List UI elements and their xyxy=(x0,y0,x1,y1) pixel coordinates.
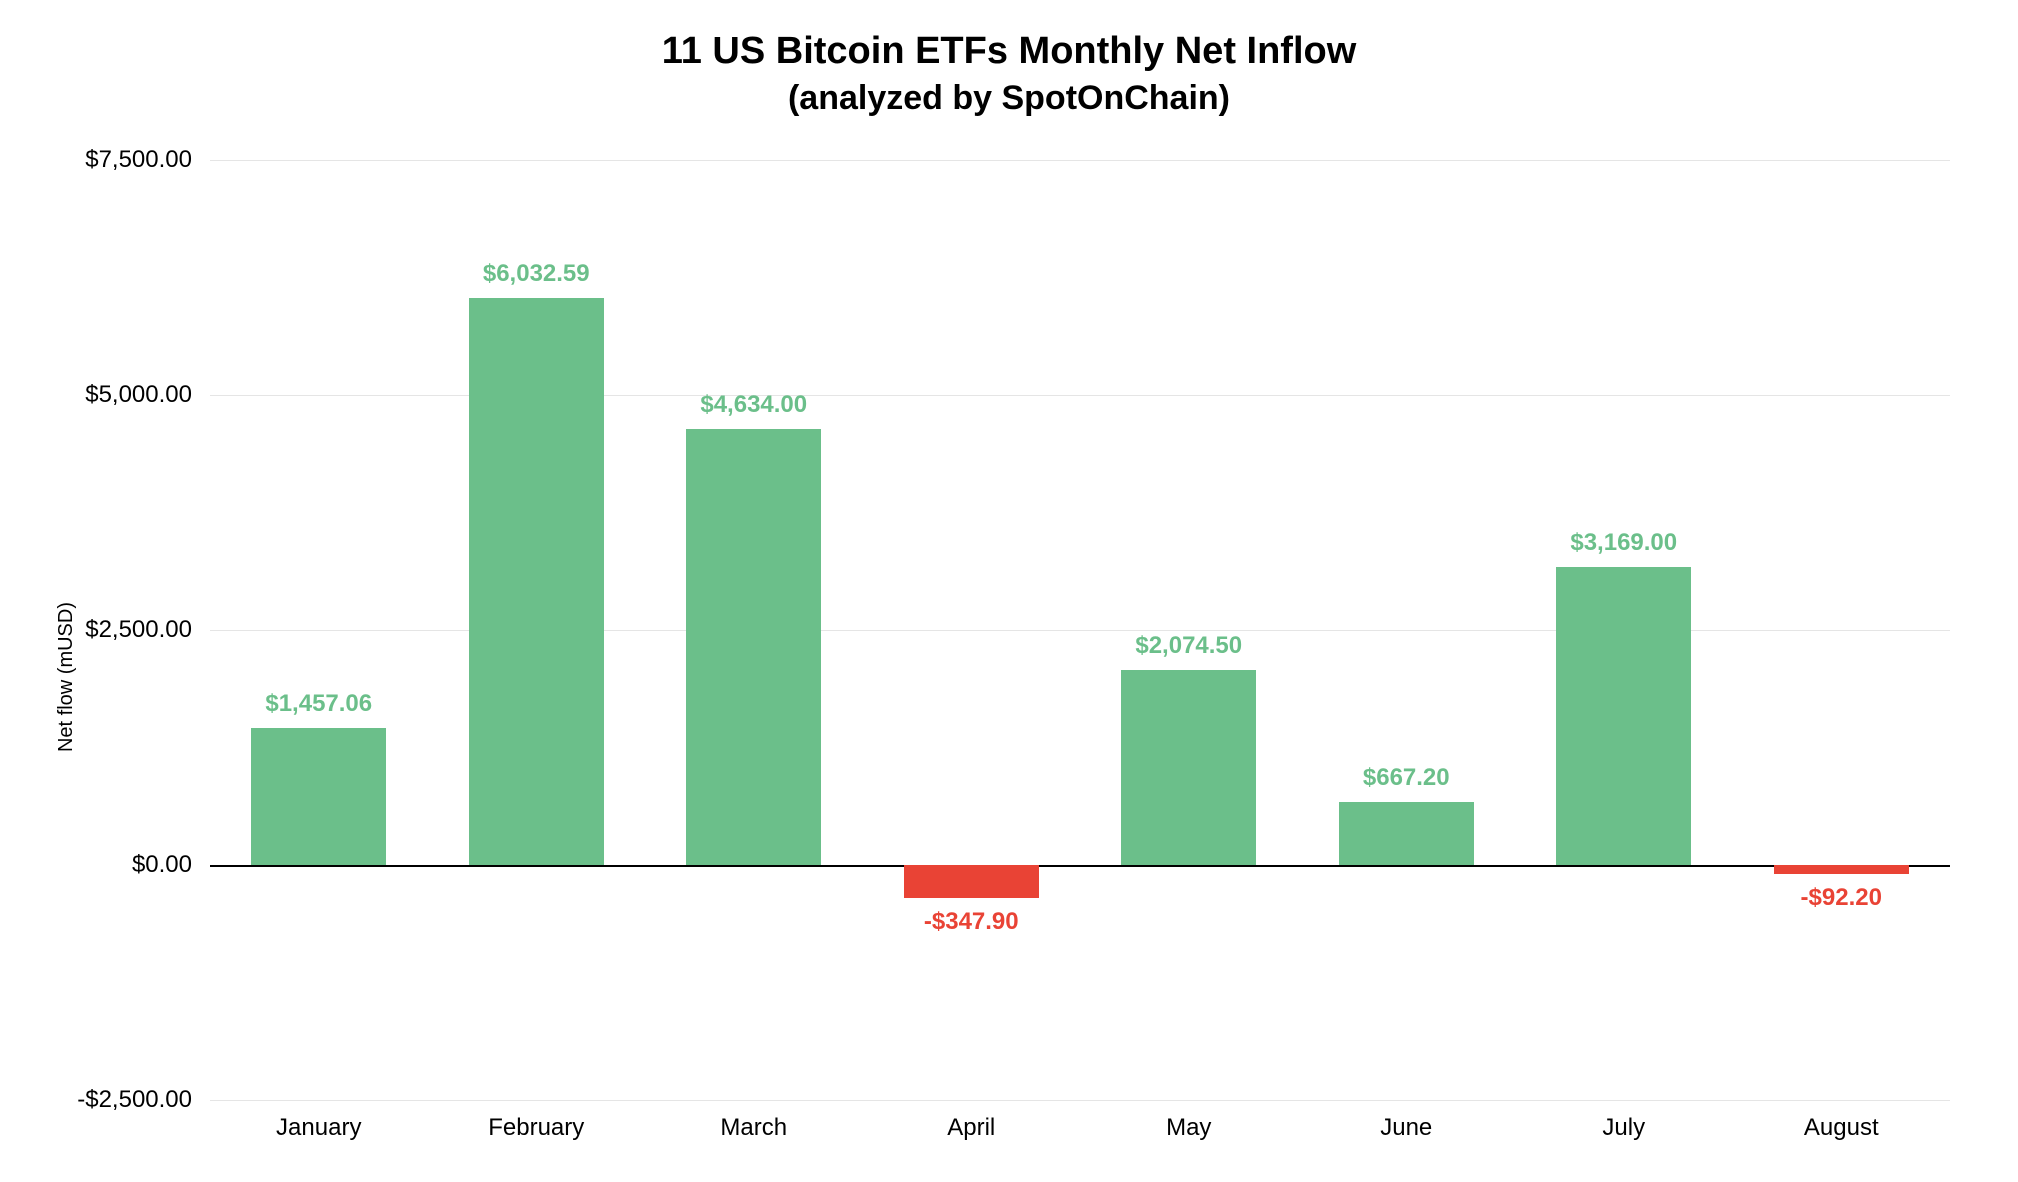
x-tick-label: May xyxy=(1166,1114,1211,1142)
chart-container: 11 US Bitcoin ETFs Monthly Net Inflow (a… xyxy=(0,0,2018,1182)
y-tick-label: $5,000.00 xyxy=(85,381,192,409)
data-label: $4,634.00 xyxy=(700,391,807,419)
x-tick-label: April xyxy=(947,1114,995,1142)
x-tick-label: March xyxy=(720,1114,787,1142)
bar xyxy=(1121,670,1256,865)
data-label: $6,032.59 xyxy=(483,260,590,288)
x-tick-label: January xyxy=(276,1114,361,1142)
bar xyxy=(1339,802,1474,865)
gridline xyxy=(210,160,1950,161)
x-tick-label: July xyxy=(1602,1114,1645,1142)
y-axis-title: Net flow (mUSD) xyxy=(55,602,78,752)
data-label: -$92.20 xyxy=(1801,884,1882,912)
y-tick-label: $0.00 xyxy=(132,851,192,879)
y-tick-label: $2,500.00 xyxy=(85,616,192,644)
x-tick-label: February xyxy=(488,1114,584,1142)
x-tick-label: June xyxy=(1380,1114,1432,1142)
chart-title: 11 US Bitcoin ETFs Monthly Net Inflow xyxy=(0,30,2018,73)
data-label: $3,169.00 xyxy=(1570,529,1677,557)
gridline xyxy=(210,1100,1950,1101)
plot-area: -$2,500.00$0.00$2,500.00$5,000.00$7,500.… xyxy=(210,160,1950,1100)
data-label: -$347.90 xyxy=(924,908,1019,936)
bar xyxy=(686,429,821,865)
bar xyxy=(904,865,1039,898)
title-block: 11 US Bitcoin ETFs Monthly Net Inflow (a… xyxy=(0,0,2018,118)
bar xyxy=(1774,865,1909,874)
zero-line xyxy=(210,865,1950,867)
bar xyxy=(469,298,604,865)
y-tick-label: $7,500.00 xyxy=(85,146,192,174)
chart-subtitle: (analyzed by SpotOnChain) xyxy=(0,79,2018,118)
y-tick-label: -$2,500.00 xyxy=(77,1086,192,1114)
data-label: $667.20 xyxy=(1363,764,1450,792)
bar xyxy=(1556,567,1691,865)
data-label: $2,074.50 xyxy=(1135,632,1242,660)
x-tick-label: August xyxy=(1804,1114,1879,1142)
data-label: $1,457.06 xyxy=(265,690,372,718)
bar xyxy=(251,728,386,865)
